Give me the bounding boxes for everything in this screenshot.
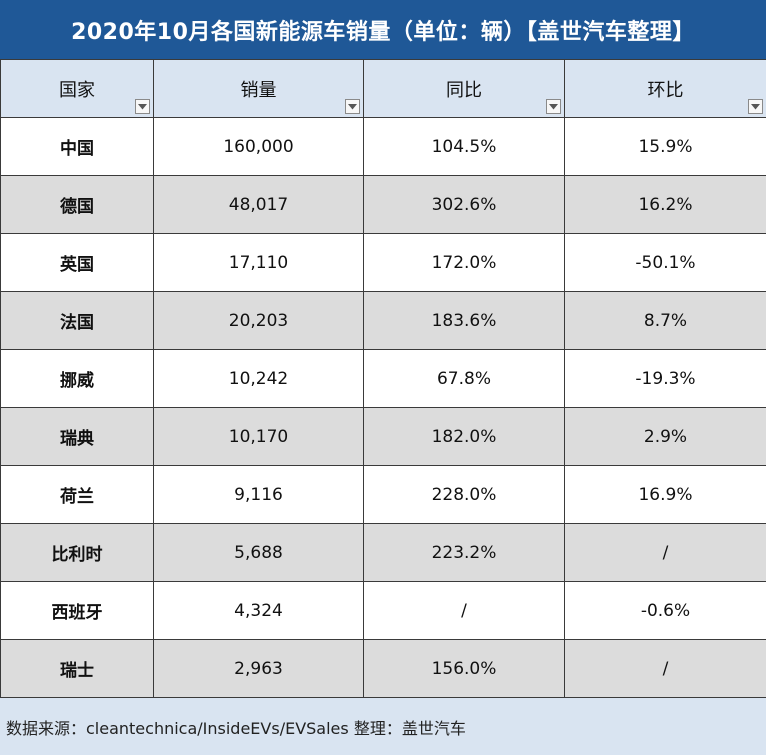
filter-dropdown-sales[interactable] <box>345 99 360 114</box>
table-row: 比利时 5,688 223.2% / <box>0 523 766 582</box>
header-yoy: 同比 <box>363 59 565 118</box>
cell-yoy[interactable]: 156.0% <box>363 639 565 698</box>
cell-yoy[interactable]: 223.2% <box>363 523 565 582</box>
table-row: 中国 160,000 104.5% 15.9% <box>0 117 766 176</box>
table-row: 西班牙 4,324 / -0.6% <box>0 581 766 640</box>
cell-mom-negative[interactable]: -19.3% <box>564 349 766 408</box>
table-row: 德国 48,017 302.6% 16.2% <box>0 175 766 234</box>
cell-country[interactable]: 中国 <box>0 117 154 176</box>
cell-sales[interactable]: 5,688 <box>153 523 364 582</box>
cell-yoy[interactable]: 67.8% <box>363 349 565 408</box>
source-note: 数据来源：cleantechnica/InsideEVs/EVSales 整理：… <box>6 718 466 738</box>
cell-mom[interactable]: 15.9% <box>564 117 766 176</box>
cell-yoy[interactable]: / <box>363 581 565 640</box>
cell-sales[interactable]: 48,017 <box>153 175 364 234</box>
table-row: 瑞典 10,170 182.0% 2.9% <box>0 407 766 466</box>
header-country: 国家 <box>0 59 154 118</box>
cell-mom-negative[interactable]: -50.1% <box>564 233 766 292</box>
cell-country[interactable]: 德国 <box>0 175 154 234</box>
cell-yoy[interactable]: 172.0% <box>363 233 565 292</box>
sales-table: 国家 销量 同比 环比 <box>0 59 766 698</box>
cell-country[interactable]: 瑞士 <box>0 639 154 698</box>
cell-sales[interactable]: 160,000 <box>153 117 364 176</box>
table-row: 瑞士 2,963 156.0% / <box>0 639 766 698</box>
header-yoy-label: 同比 <box>446 79 482 101</box>
cell-sales[interactable]: 9,116 <box>153 465 364 524</box>
cell-sales[interactable]: 20,203 <box>153 291 364 350</box>
cell-mom-negative[interactable]: -0.6% <box>564 581 766 640</box>
table-title: 2020年10月各国新能源车销量（单位：辆）【盖世汽车整理】 <box>71 19 695 45</box>
cell-yoy[interactable]: 104.5% <box>363 117 565 176</box>
title-bar: 2020年10月各国新能源车销量（单位：辆）【盖世汽车整理】 <box>0 0 766 59</box>
cell-yoy[interactable]: 228.0% <box>363 465 565 524</box>
cell-yoy[interactable]: 302.6% <box>363 175 565 234</box>
cell-sales[interactable]: 10,242 <box>153 349 364 408</box>
header-sales: 销量 <box>153 59 364 118</box>
table-row: 荷兰 9,116 228.0% 16.9% <box>0 465 766 524</box>
cell-country[interactable]: 瑞典 <box>0 407 154 466</box>
cell-country[interactable]: 比利时 <box>0 523 154 582</box>
cell-sales[interactable]: 17,110 <box>153 233 364 292</box>
cell-mom[interactable]: / <box>564 523 766 582</box>
cell-mom[interactable]: 8.7% <box>564 291 766 350</box>
cell-mom[interactable]: / <box>564 639 766 698</box>
dropdown-arrow-icon <box>138 103 147 109</box>
table-row: 法国 20,203 183.6% 8.7% <box>0 291 766 350</box>
cell-country[interactable]: 英国 <box>0 233 154 292</box>
cell-country[interactable]: 荷兰 <box>0 465 154 524</box>
header-row: 国家 销量 同比 环比 <box>0 59 766 118</box>
filter-dropdown-mom[interactable] <box>748 99 763 114</box>
header-sales-label: 销量 <box>240 79 277 101</box>
cell-yoy[interactable]: 183.6% <box>363 291 565 350</box>
filter-dropdown-yoy[interactable] <box>546 99 561 114</box>
cell-country[interactable]: 挪威 <box>0 349 154 408</box>
cell-sales[interactable]: 10,170 <box>153 407 364 466</box>
cell-country[interactable]: 法国 <box>0 291 154 350</box>
dropdown-arrow-icon <box>751 103 760 109</box>
cell-mom[interactable]: 16.2% <box>564 175 766 234</box>
source-footer: 数据来源：cleantechnica/InsideEVs/EVSales 整理：… <box>0 697 766 755</box>
cell-yoy[interactable]: 182.0% <box>363 407 565 466</box>
header-country-label: 国家 <box>59 79 95 101</box>
dropdown-arrow-icon <box>348 103 357 109</box>
cell-mom[interactable]: 2.9% <box>564 407 766 466</box>
table-row: 挪威 10,242 67.8% -19.3% <box>0 349 766 408</box>
table-row: 英国 17,110 172.0% -50.1% <box>0 233 766 292</box>
cell-country[interactable]: 西班牙 <box>0 581 154 640</box>
header-mom: 环比 <box>564 59 766 118</box>
dropdown-arrow-icon <box>549 103 558 109</box>
filter-dropdown-country[interactable] <box>135 99 150 114</box>
cell-mom[interactable]: 16.9% <box>564 465 766 524</box>
header-mom-label: 环比 <box>647 79 684 101</box>
cell-sales[interactable]: 4,324 <box>153 581 364 640</box>
cell-sales[interactable]: 2,963 <box>153 639 364 698</box>
